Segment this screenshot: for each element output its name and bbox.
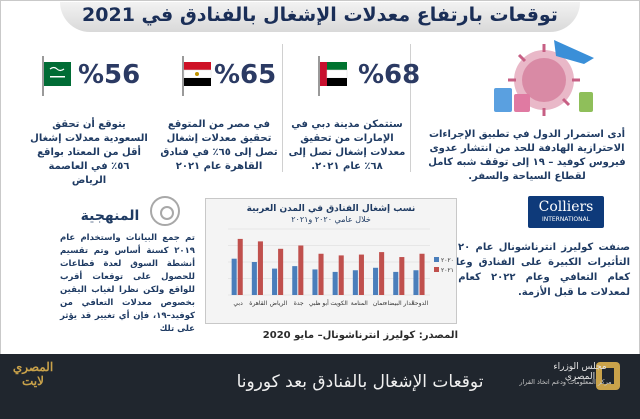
colliers-sub: INTERNATIONAL [541,216,591,223]
page-title: توقعات بارتفاع معدلات الإشغال بالفنادق ف… [82,4,558,26]
bar [237,238,243,295]
card-dubai-percent: %68 [358,60,421,90]
method-title: المنهجية [80,208,140,224]
card-dubai [282,44,411,172]
card-dubai-text: ستتمكن مدينة دبي في الإمارات من تحقيق مع… [288,119,406,172]
org-name: مجلس الوزراء المصري [553,362,607,382]
card-egypt-text: في مصر من المتوقع تحقيق معدلات إشغال تصل… [160,119,278,172]
bar [251,262,257,295]
card-egypt [154,44,283,172]
card-saudi-text: يتوقع أن تحقق السعودية معدلات إشغال أقل … [30,119,148,186]
uae-flag-icon [318,56,348,96]
bar [393,271,399,295]
bar [292,266,298,295]
bar [257,241,263,295]
legend-swatch [434,257,439,262]
cabinet-emblem-icon [596,362,620,390]
bar [231,258,237,295]
method-text: تم جمع البيانات واستخدام عام ٢٠١٩ كسنة أ… [60,233,195,334]
source-text: المصدر: كوليرز انترناشونال– مايو 2020 [262,330,458,341]
bar [379,252,385,295]
category-label: جدة [294,300,304,307]
egypt-flag-icon [182,56,212,96]
virus-travel-illustration [494,40,594,116]
gear-icon [150,196,180,226]
card-egypt-percent: %65 [214,60,277,90]
category-label: الدار البيضاء [385,300,415,307]
category-label: دبي [233,300,243,307]
bar [278,248,284,295]
colliers-name: Colliers [538,199,594,215]
bar [373,267,379,295]
category-label: الكويت [330,300,348,307]
chart-subtitle: خلال عامي ٢٠٢٠ و٢٠٢١ [291,215,371,224]
legend-swatch [434,267,439,272]
bar [358,254,364,295]
bar [272,268,278,295]
category-label: المنامة [351,300,368,307]
legend-label: ٢٠٢١ [441,267,454,274]
occupancy-bar-chart: نسب إشغال الفنادق في المدن العربية خلال … [228,204,454,307]
chart-title: نسب إشغال الفنادق في المدن العربية [247,204,416,214]
bar [419,253,425,295]
bar [399,257,405,295]
org-subtitle: مركز المعلومات ودعم اتخاذ القرار [519,378,612,386]
bottom-title: توقعات الإشغال بالفنادق بعد كورونا [236,372,484,392]
category-label: الرياض [270,300,288,307]
colliers-logo: Colliers INTERNATIONAL [528,196,604,228]
bar [352,270,358,295]
bar [332,271,338,295]
bar [318,253,324,295]
bottom-banner [0,354,640,419]
chart-container: نسب إشغال الفنادق في المدن العربية خلال … [205,198,457,324]
bar [312,269,318,295]
bar [338,255,344,295]
card-saudi-percent: %56 [78,60,141,90]
category-label: أبو ظبي [309,299,329,307]
saudi-flag-icon [42,56,71,96]
category-label: الدوحة [412,300,429,307]
title-banner [60,2,580,32]
intro-text: أدى استمرار الدول في تطبيق الإجراءات الا… [428,129,626,182]
almasry-light-logo: المصري لايت [12,360,54,388]
legend-label: ٢٠٢٠ [441,257,454,264]
bar [298,245,304,295]
bar [413,270,419,295]
category-label: القاهرة [249,300,267,307]
category-label: عمان [373,300,386,307]
